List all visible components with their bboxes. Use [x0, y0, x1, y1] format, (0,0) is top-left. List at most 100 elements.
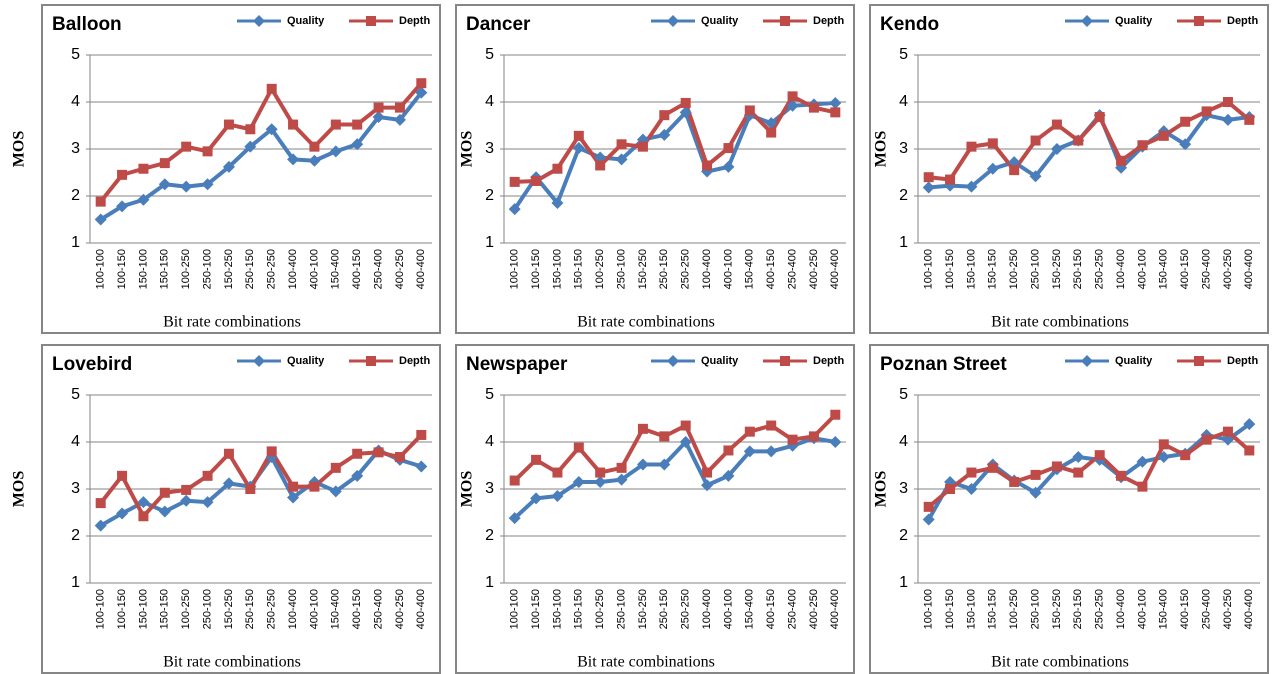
x-tick-label: 100-400 [701, 589, 713, 629]
y-tick-label: 3 [71, 480, 80, 497]
marker [372, 111, 385, 124]
marker [667, 15, 679, 27]
x-tick-label: 100-400 [287, 589, 299, 629]
x-tick-label: 100-150 [944, 589, 956, 629]
marker [766, 127, 777, 138]
marker [159, 487, 170, 498]
x-tick-label: 100-250 [180, 249, 192, 289]
marker [1222, 97, 1233, 107]
series-line [514, 94, 836, 184]
y-tick-label: 2 [485, 187, 494, 204]
marker [1081, 355, 1093, 367]
marker [329, 485, 342, 498]
marker [744, 105, 755, 116]
x-tick-label: 400-150 [351, 249, 363, 289]
x-tick-label: 150-250 [1051, 589, 1063, 629]
marker [1179, 138, 1192, 151]
marker [351, 469, 364, 482]
x-tick-label: 250-100 [1029, 249, 1041, 289]
marker [923, 501, 934, 512]
marker [616, 139, 627, 150]
marker [1009, 165, 1020, 176]
marker [1158, 439, 1169, 450]
y-tick-label: 3 [899, 140, 908, 157]
marker [1194, 356, 1204, 366]
x-tick-label: 400-250 [808, 249, 820, 289]
x-tick-label: 250-400 [372, 249, 384, 289]
marker [253, 15, 265, 27]
marker [572, 475, 585, 488]
marker [266, 446, 277, 457]
x-tick-label: 250-250 [680, 249, 692, 289]
marker [808, 431, 819, 442]
legend-label: Depth [399, 15, 430, 27]
x-tick-label: 150-400 [744, 249, 756, 289]
marker [1116, 155, 1127, 166]
y-tick-label: 5 [71, 46, 80, 63]
x-tick-label: 100-400 [701, 249, 713, 289]
marker [1029, 486, 1042, 499]
chart-panel: Lovebird Quality Depth Bit rate combination… [11, 344, 441, 674]
marker [158, 178, 171, 191]
marker [1158, 130, 1169, 141]
y-tick-label: 4 [71, 433, 80, 450]
legend-label: Depth [399, 355, 430, 367]
x-tick-label: 250-150 [244, 589, 256, 629]
x-tick-label: 400-100 [722, 249, 734, 289]
marker [808, 102, 819, 113]
marker [266, 83, 277, 94]
x-tick-label: 400-100 [722, 589, 734, 629]
legend-label: Quality [287, 15, 325, 27]
series-line [928, 100, 1251, 182]
marker [416, 429, 427, 440]
marker [658, 128, 671, 141]
marker [222, 160, 235, 173]
x-tick-label: 150-250 [223, 589, 235, 629]
x-tick-label: 400-150 [351, 589, 363, 629]
marker [201, 496, 214, 509]
marker [137, 193, 150, 206]
x-tick-label: 400-400 [1243, 249, 1255, 289]
x-tick-label: 250-150 [658, 249, 670, 289]
x-tick-label: 100-150 [530, 249, 542, 289]
chart-title: Dancer [466, 14, 531, 35]
marker [508, 512, 521, 525]
marker [95, 196, 106, 207]
marker [116, 507, 129, 520]
series-line [99, 81, 423, 203]
marker [551, 197, 564, 210]
marker [352, 119, 363, 130]
x-tick-label: 150-250 [637, 249, 649, 289]
x-tick-label: 100-150 [530, 589, 542, 629]
chart-title: Lovebird [52, 354, 132, 375]
marker [780, 356, 790, 366]
y-tick-label: 5 [899, 386, 908, 403]
y-tick-label: 1 [71, 574, 80, 591]
marker [595, 467, 606, 478]
marker [573, 130, 584, 141]
marker [987, 462, 998, 473]
marker [615, 153, 628, 166]
x-tick-label: 100-250 [1008, 589, 1020, 629]
x-tick-label: 250-150 [1072, 589, 1084, 629]
marker [287, 153, 300, 166]
marker [830, 409, 841, 420]
marker [287, 491, 300, 504]
marker [1136, 455, 1149, 468]
y-tick-label: 3 [485, 480, 494, 497]
marker [616, 462, 627, 473]
marker [117, 470, 128, 481]
x-tick-label: 100-150 [116, 589, 128, 629]
marker [244, 140, 257, 153]
y-tick-label: 1 [899, 234, 908, 251]
y-tick-label: 2 [71, 187, 80, 204]
x-tick-label: 400-100 [308, 249, 320, 289]
marker [965, 180, 978, 193]
y-axis-label: MOS [459, 471, 476, 508]
x-tick-label: 150-100 [965, 249, 977, 289]
marker [1030, 135, 1041, 146]
legend-label: Quality [701, 355, 739, 367]
x-tick-label: 100-250 [180, 589, 192, 629]
x-tick-label: 250-100 [1029, 589, 1041, 629]
x-tick-label: 250-250 [266, 589, 278, 629]
